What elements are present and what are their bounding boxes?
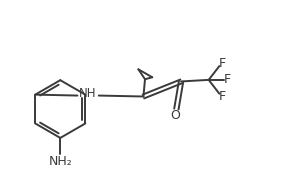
Text: NH₂: NH₂ bbox=[48, 155, 72, 168]
Text: F: F bbox=[218, 90, 225, 103]
Text: NH: NH bbox=[79, 87, 97, 100]
Text: F: F bbox=[218, 57, 225, 70]
Text: F: F bbox=[224, 73, 231, 86]
Text: O: O bbox=[170, 109, 180, 122]
